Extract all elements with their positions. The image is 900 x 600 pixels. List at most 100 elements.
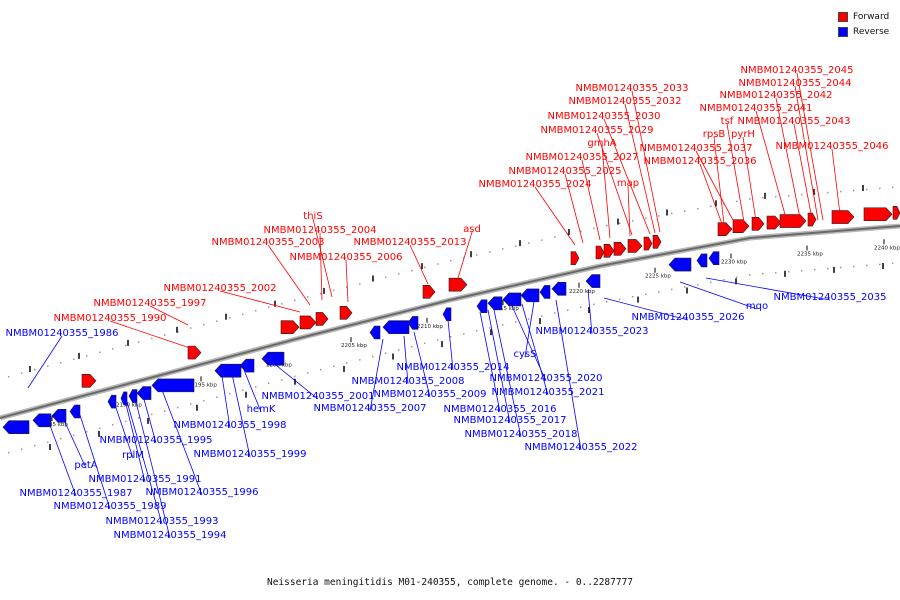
forward-guide-dot bbox=[242, 313, 244, 315]
forward-gene-label: NMBM01240355_2002 bbox=[164, 283, 277, 294]
reverse-guide-dot bbox=[34, 444, 36, 447]
backbone bbox=[0, 225, 900, 419]
forward-gene-label: NMBM01240355_1997 bbox=[94, 298, 207, 309]
reverse-guide-dot bbox=[281, 379, 283, 381]
forward-guide-dot bbox=[99, 351, 101, 354]
reverse-guide-dot bbox=[749, 274, 751, 276]
reverse-guide-dot bbox=[762, 273, 764, 275]
leader-line bbox=[123, 395, 146, 483]
leader-line bbox=[679, 281, 758, 310]
forward-gene-label: NMBM01240355_2033 bbox=[576, 83, 689, 94]
leader-line bbox=[133, 393, 171, 539]
forward-guide-dot bbox=[164, 334, 166, 336]
forward-guide-dot bbox=[606, 224, 608, 227]
forward-guide-dot bbox=[73, 358, 75, 360]
reverse-gene-arrow bbox=[487, 296, 503, 311]
leader-line bbox=[742, 136, 757, 222]
forward-guide-dot bbox=[879, 187, 881, 190]
forward-guide-dot bbox=[385, 276, 387, 278]
leader-line bbox=[596, 132, 633, 236]
forward-gene-arrow bbox=[570, 251, 580, 265]
leader-line bbox=[271, 361, 319, 400]
forward-gene-arrow bbox=[613, 241, 627, 256]
leader-line bbox=[831, 148, 841, 215]
reverse-guide-dot bbox=[853, 265, 855, 268]
forward-gene-label: asd bbox=[463, 224, 481, 235]
reverse-gene-arrow bbox=[32, 413, 52, 428]
reverse-guide-dot bbox=[86, 431, 88, 433]
reverse-gene-arrow bbox=[668, 257, 692, 272]
reverse-guide-dot bbox=[554, 312, 556, 314]
forward-guide-dot bbox=[203, 323, 205, 326]
forward-guide-dot bbox=[619, 222, 621, 224]
reverse-gene-label: NMBM01240355_1993 bbox=[106, 516, 219, 527]
forward-guide-dot bbox=[151, 337, 153, 340]
reverse-gene-label: NMBM01240355_1986 bbox=[6, 328, 119, 339]
reverse-gene-label: hemK bbox=[247, 404, 276, 415]
reverse-guide-dot bbox=[385, 352, 387, 354]
forward-guide-dot bbox=[671, 212, 673, 215]
forward-gene-label: NMBM01240355_2029 bbox=[541, 125, 654, 136]
forward-guide-dot bbox=[697, 207, 699, 210]
forward-gene-label: tsf bbox=[721, 116, 734, 127]
reverse-gene-arrow bbox=[151, 378, 195, 393]
reverse-guide-dot bbox=[541, 315, 543, 317]
reverse-guide-dot bbox=[580, 306, 582, 308]
forward-guide-dot bbox=[853, 189, 855, 192]
forward-guide-dot bbox=[398, 273, 400, 275]
reverse-guide-dot bbox=[411, 345, 413, 348]
forward-gene-label: NMBM01240355_2032 bbox=[569, 96, 682, 107]
reverse-gene-arrow bbox=[382, 320, 410, 334]
leader-line bbox=[603, 118, 651, 235]
reverse-guide-dot bbox=[528, 318, 530, 320]
reverse-gene-label: petA bbox=[74, 460, 97, 471]
reverse-guide-dot bbox=[359, 359, 361, 361]
forward-gene-label: NMBM01240355_2006 bbox=[290, 252, 403, 263]
reverse-gene-label: NMBM01240355_2020 bbox=[490, 373, 603, 384]
scale-tick-label: 2240 kbp bbox=[874, 245, 900, 251]
forward-guide-dot bbox=[34, 368, 36, 371]
leader-line bbox=[141, 391, 157, 444]
reverse-gene-label: NMBM01240355_2001 bbox=[262, 391, 375, 402]
leader-line bbox=[221, 375, 231, 429]
leader-line bbox=[624, 103, 656, 234]
reverse-gene-arrow bbox=[442, 307, 452, 322]
reverse-guide-dot bbox=[606, 300, 608, 303]
forward-gene-label: NMBM01240355_2046 bbox=[776, 141, 889, 152]
reverse-guide-dot bbox=[827, 267, 829, 270]
forward-gene-label: pyrH bbox=[731, 129, 755, 140]
map-caption: Neisseria meningitidis M01-240355, compl… bbox=[266, 577, 634, 588]
reverse-gene-label: NMBM01240355_2026 bbox=[632, 312, 745, 323]
reverse-guide-dot bbox=[697, 283, 699, 286]
reverse-guide-dot bbox=[268, 382, 270, 384]
forward-guide-dot bbox=[8, 375, 10, 378]
leader-line bbox=[403, 335, 409, 385]
forward-guide-dot bbox=[112, 348, 114, 350]
reverse-gene-arrow bbox=[502, 292, 522, 307]
leader-line bbox=[705, 277, 831, 301]
reverse-gene-label: NMBM01240355_2016 bbox=[444, 404, 557, 415]
reverse-guide-dot bbox=[8, 451, 10, 454]
reverse-guide-dot bbox=[736, 276, 738, 279]
leader-line bbox=[601, 145, 611, 239]
scale-tick-label: 2190 kbp bbox=[116, 402, 142, 408]
leader-line bbox=[267, 244, 311, 306]
scale-tick-label: 2225 kbp bbox=[645, 274, 671, 280]
reverse-gene-label: NMBM01240355_2008 bbox=[352, 376, 465, 387]
reverse-guide-dot bbox=[801, 269, 803, 272]
forward-gene-label: NMBM01240355_2045 bbox=[741, 65, 854, 76]
forward-guide-dot bbox=[840, 190, 842, 193]
forward-guide-dot bbox=[255, 310, 257, 312]
reverse-guide-dot bbox=[723, 279, 725, 281]
leader-line bbox=[27, 335, 63, 389]
reverse-guide-dot bbox=[892, 262, 894, 265]
reverse-gene-label: NMBM01240355_1996 bbox=[146, 487, 259, 498]
forward-guide-dot bbox=[320, 292, 322, 295]
leader-line bbox=[479, 311, 501, 413]
reverse-guide-dot bbox=[151, 413, 153, 416]
reverse-gene-label: NMBM01240355_2007 bbox=[314, 403, 427, 414]
forward-guide-dot bbox=[190, 327, 192, 329]
forward-gene-arrow bbox=[831, 210, 855, 224]
